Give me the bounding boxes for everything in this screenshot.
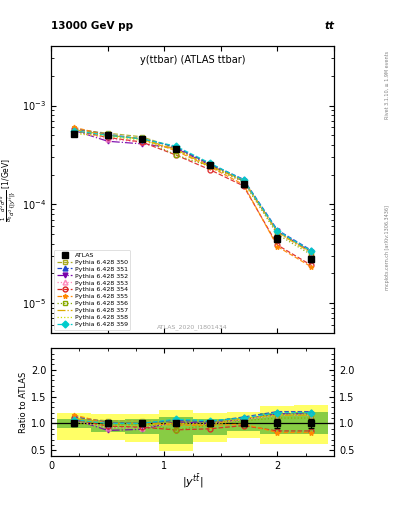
- Text: ATLAS_2020_I1801434: ATLAS_2020_I1801434: [157, 324, 228, 330]
- Y-axis label: $\frac{1}{\sigma_0}\frac{d^2\sigma^{nd}}{d^2\{|y^{t\bar{t}}|\}}$ [1/GeV]: $\frac{1}{\sigma_0}\frac{d^2\sigma^{nd}}…: [0, 157, 19, 222]
- Legend: ATLAS, Pythia 6.428 350, Pythia 6.428 351, Pythia 6.428 352, Pythia 6.428 353, P: ATLAS, Pythia 6.428 350, Pythia 6.428 35…: [54, 250, 130, 330]
- X-axis label: $|y^{t\bar{t}}|$: $|y^{t\bar{t}}|$: [182, 472, 203, 489]
- Text: Rivet 3.1.10, ≥ 1.9M events: Rivet 3.1.10, ≥ 1.9M events: [385, 51, 389, 119]
- Text: tt: tt: [324, 20, 334, 31]
- Y-axis label: Ratio to ATLAS: Ratio to ATLAS: [19, 371, 28, 433]
- Text: mcplots.cern.ch [arXiv:1306.3436]: mcplots.cern.ch [arXiv:1306.3436]: [385, 205, 389, 290]
- Text: y(ttbar) (ATLAS ttbar): y(ttbar) (ATLAS ttbar): [140, 55, 245, 65]
- Text: 13000 GeV pp: 13000 GeV pp: [51, 20, 133, 31]
